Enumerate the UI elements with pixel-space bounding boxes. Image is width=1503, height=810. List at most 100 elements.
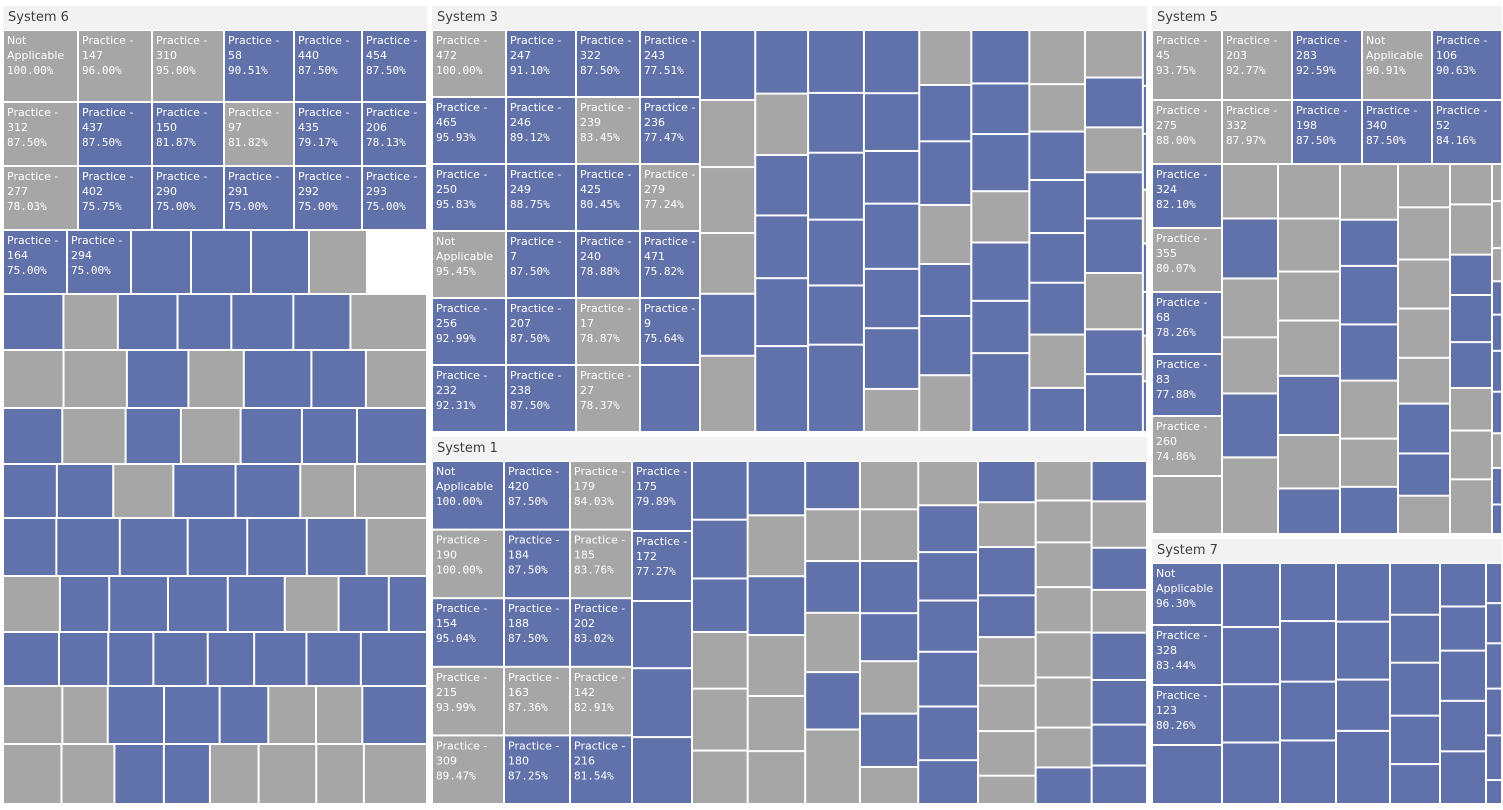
treemap-tile[interactable] bbox=[306, 632, 361, 686]
treemap-tile[interactable] bbox=[1336, 679, 1390, 731]
treemap-tile[interactable] bbox=[258, 744, 317, 804]
treemap-tile[interactable] bbox=[1440, 751, 1486, 804]
treemap-tile[interactable] bbox=[355, 464, 427, 518]
treemap-tile[interactable] bbox=[805, 561, 860, 613]
treemap-tile[interactable] bbox=[1398, 357, 1450, 404]
treemap-tile[interactable] bbox=[1029, 334, 1085, 388]
treemap-tile[interactable] bbox=[177, 294, 232, 350]
treemap-tile[interactable] bbox=[293, 294, 351, 350]
treemap-tile[interactable] bbox=[117, 294, 178, 350]
treemap-tile[interactable] bbox=[1142, 243, 1147, 292]
treemap-tile-labeled[interactable] bbox=[506, 298, 576, 365]
treemap-tile[interactable] bbox=[1222, 278, 1278, 338]
treemap-tile[interactable] bbox=[918, 461, 978, 506]
treemap-tile[interactable] bbox=[1278, 320, 1340, 376]
treemap-tile[interactable] bbox=[755, 346, 809, 432]
treemap-tile[interactable] bbox=[692, 688, 748, 751]
treemap-tile-labeled[interactable] bbox=[504, 598, 570, 667]
treemap-tile-labeled[interactable] bbox=[432, 461, 504, 530]
treemap-tile[interactable] bbox=[1152, 745, 1222, 804]
treemap-tile[interactable] bbox=[859, 713, 919, 767]
treemap-tile-labeled[interactable] bbox=[78, 166, 152, 230]
treemap-tile[interactable] bbox=[1142, 30, 1147, 86]
treemap-tile-labeled[interactable] bbox=[1152, 292, 1222, 354]
treemap-tile-labeled[interactable] bbox=[294, 166, 362, 230]
treemap-tile-labeled[interactable] bbox=[224, 166, 294, 230]
treemap-tile[interactable] bbox=[360, 632, 427, 686]
treemap-tile[interactable] bbox=[700, 30, 756, 101]
treemap-tile[interactable] bbox=[191, 230, 251, 294]
treemap-tile[interactable] bbox=[56, 464, 114, 518]
treemap-tile[interactable] bbox=[338, 576, 389, 632]
treemap-tile-labeled[interactable] bbox=[506, 231, 576, 298]
treemap-tile[interactable] bbox=[977, 685, 1036, 732]
treemap-tile[interactable] bbox=[1084, 273, 1143, 330]
treemap-tile[interactable] bbox=[1486, 603, 1502, 644]
treemap-tile[interactable] bbox=[918, 600, 978, 652]
treemap-tile-labeled[interactable] bbox=[576, 164, 640, 231]
treemap-tile[interactable] bbox=[1336, 621, 1390, 680]
treemap-tile[interactable] bbox=[153, 632, 208, 686]
treemap-tile-labeled[interactable] bbox=[570, 735, 632, 804]
treemap-tile[interactable] bbox=[1035, 767, 1092, 804]
treemap-tile[interactable] bbox=[863, 328, 920, 389]
treemap-tile-labeled[interactable] bbox=[640, 231, 700, 298]
treemap-tile[interactable] bbox=[1084, 127, 1143, 173]
treemap-tile-labeled[interactable] bbox=[640, 30, 700, 97]
treemap-tile[interactable] bbox=[3, 686, 63, 744]
treemap-tile[interactable] bbox=[243, 350, 312, 408]
treemap-tile[interactable] bbox=[971, 83, 1030, 135]
treemap-tile[interactable] bbox=[1142, 85, 1147, 134]
treemap-tile[interactable] bbox=[247, 518, 307, 576]
treemap-tile[interactable] bbox=[700, 293, 756, 356]
treemap-tile[interactable] bbox=[755, 278, 809, 347]
treemap-tile-labeled[interactable] bbox=[576, 365, 640, 432]
treemap-tile[interactable] bbox=[1398, 495, 1450, 534]
treemap-tile[interactable] bbox=[1035, 632, 1092, 678]
treemap-tile[interactable] bbox=[113, 464, 174, 518]
treemap-tile[interactable] bbox=[227, 576, 285, 632]
treemap-tile[interactable] bbox=[1486, 735, 1502, 781]
treemap-tile[interactable] bbox=[1084, 30, 1143, 78]
treemap-tile[interactable] bbox=[863, 388, 920, 432]
treemap-tile[interactable] bbox=[1390, 764, 1440, 804]
treemap-tile[interactable] bbox=[1486, 563, 1502, 604]
treemap-tile[interactable] bbox=[1440, 563, 1486, 607]
treemap-tile[interactable] bbox=[1280, 681, 1336, 741]
treemap-tile[interactable] bbox=[632, 601, 692, 669]
treemap-tile[interactable] bbox=[1340, 324, 1398, 381]
treemap-tile[interactable] bbox=[207, 632, 255, 686]
treemap-tile-labeled[interactable] bbox=[576, 298, 640, 365]
treemap-tile[interactable] bbox=[240, 408, 302, 464]
treemap-tile[interactable] bbox=[1142, 133, 1147, 190]
treemap-tile[interactable] bbox=[977, 502, 1036, 547]
treemap-tile[interactable] bbox=[1222, 218, 1278, 279]
treemap-tile[interactable] bbox=[805, 461, 860, 510]
treemap-tile[interactable] bbox=[1398, 207, 1450, 260]
treemap-tile[interactable] bbox=[3, 576, 60, 632]
treemap-tile[interactable] bbox=[1222, 627, 1280, 685]
treemap-tile[interactable] bbox=[977, 546, 1036, 596]
treemap-tile-labeled[interactable] bbox=[504, 666, 570, 736]
treemap-tile[interactable] bbox=[863, 93, 920, 151]
treemap-tile[interactable] bbox=[971, 242, 1030, 301]
treemap-tile[interactable] bbox=[3, 294, 64, 350]
treemap-tile[interactable] bbox=[919, 141, 972, 205]
treemap-tile-labeled[interactable] bbox=[1292, 100, 1362, 164]
treemap-tile[interactable] bbox=[126, 350, 189, 408]
treemap-tile-labeled[interactable] bbox=[224, 30, 294, 102]
treemap-tile[interactable] bbox=[61, 744, 115, 804]
treemap-tile-labeled[interactable] bbox=[640, 298, 700, 365]
treemap-tile[interactable] bbox=[1492, 201, 1502, 249]
treemap-tile[interactable] bbox=[919, 315, 972, 376]
treemap-tile-labeled[interactable] bbox=[224, 102, 294, 166]
treemap-tile-labeled[interactable] bbox=[570, 666, 632, 736]
treemap-tile[interactable] bbox=[755, 30, 809, 94]
treemap-tile[interactable] bbox=[125, 408, 181, 464]
treemap-tile-labeled[interactable] bbox=[152, 102, 224, 166]
treemap-tile[interactable] bbox=[1398, 453, 1450, 496]
treemap-tile[interactable] bbox=[805, 672, 860, 730]
treemap-tile[interactable] bbox=[1222, 337, 1278, 394]
treemap-tile[interactable] bbox=[977, 731, 1036, 776]
treemap-tile[interactable] bbox=[1091, 461, 1147, 502]
